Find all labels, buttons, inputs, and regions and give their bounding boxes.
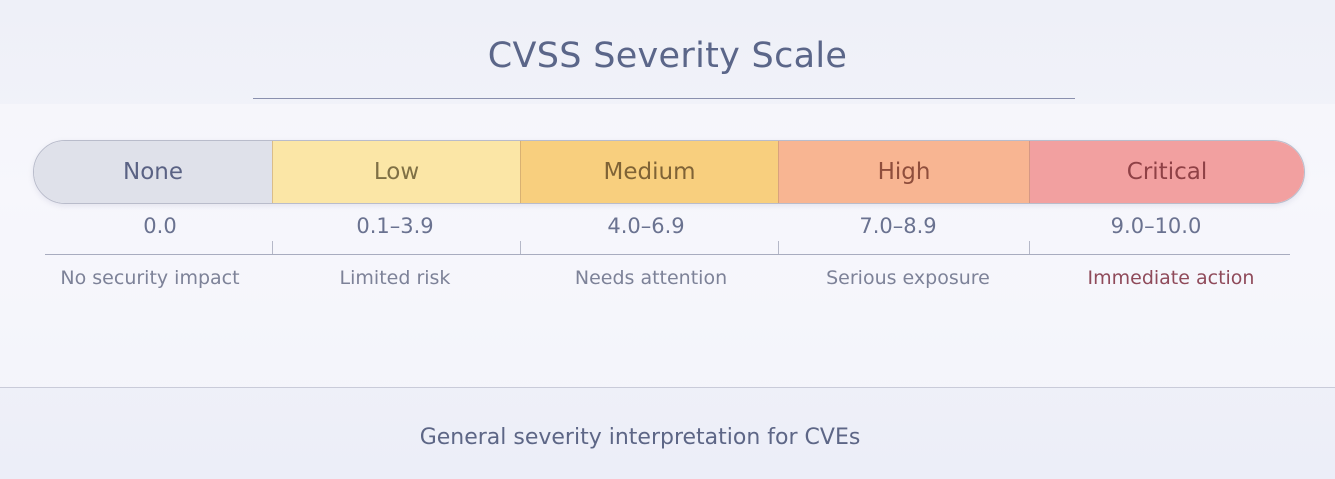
desc-high: Serious exposure bbox=[826, 267, 990, 289]
desc-critical: Immediate action bbox=[1087, 267, 1255, 289]
segment-high: High bbox=[778, 141, 1029, 203]
severity-bar: None Low Medium High Critical bbox=[33, 140, 1305, 204]
segment-critical: Critical bbox=[1029, 141, 1304, 203]
desc-none: No security impact bbox=[60, 267, 240, 289]
desc-low: Limited risk bbox=[339, 267, 451, 289]
segment-none: None bbox=[34, 141, 272, 203]
desc-medium: Needs attention bbox=[574, 267, 728, 289]
axis-tick bbox=[272, 241, 273, 254]
range-medium: 4.0–6.9 bbox=[607, 214, 685, 238]
severity-descriptions: No security impact Limited risk Needs at… bbox=[33, 267, 1305, 289]
footer-caption: General severity interpretation for CVEs bbox=[419, 425, 861, 450]
range-none: 0.0 bbox=[143, 214, 177, 238]
segment-medium: Medium bbox=[520, 141, 778, 203]
axis-tick bbox=[1029, 241, 1030, 254]
title-underline bbox=[253, 98, 1075, 99]
divider bbox=[0, 387, 1335, 388]
score-ranges: 0.0 0.1–3.9 4.0–6.9 7.0–8.9 9.0–10.0 bbox=[33, 214, 1305, 238]
range-low: 0.1–3.9 bbox=[356, 214, 434, 238]
range-high: 7.0–8.9 bbox=[859, 214, 937, 238]
range-critical: 9.0–10.0 bbox=[1110, 214, 1202, 238]
scale-axis bbox=[45, 254, 1290, 255]
axis-tick bbox=[778, 241, 779, 254]
segment-low: Low bbox=[272, 141, 520, 203]
page-title: CVSS Severity Scale bbox=[487, 36, 848, 76]
axis-tick bbox=[520, 241, 521, 254]
